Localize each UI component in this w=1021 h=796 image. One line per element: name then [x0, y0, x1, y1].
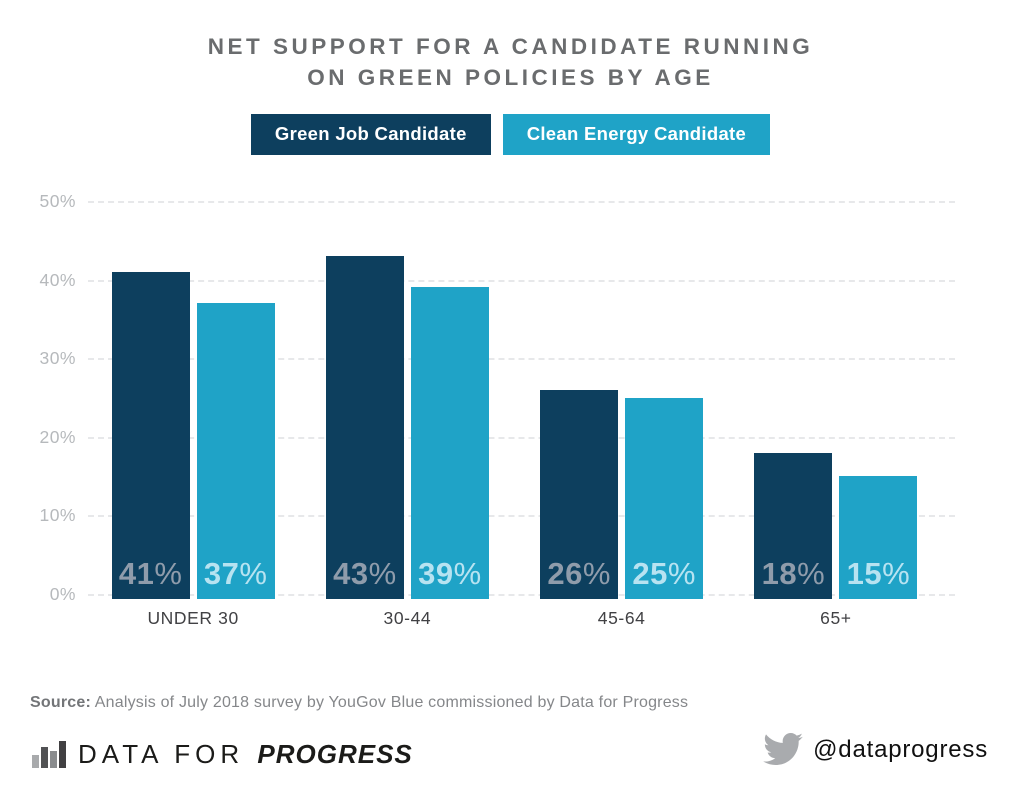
gridline-10 [88, 515, 955, 518]
twitter-bird-icon [763, 733, 803, 766]
bar-green-job-candidate: 43% [325, 256, 404, 599]
bar-clean-energy-candidate: 39% [410, 287, 489, 599]
gridline-30 [88, 358, 955, 361]
x-axis-category-label: UNDER 30 [147, 608, 239, 628]
x-axis-category-label: 45-64 [597, 608, 646, 628]
source-text: Analysis of July 2018 survey by YouGov B… [94, 694, 689, 711]
bar-group-30-44: 43% 39% [300, 256, 514, 599]
source-label: Source: [30, 694, 91, 711]
y-axis-tick-50: 50% [39, 191, 76, 211]
twitter-handle: @dataprogress [813, 735, 988, 763]
bar-clean-energy-candidate: 25% [625, 397, 704, 599]
logo-text-light: DATA FOR [78, 738, 245, 769]
y-axis-tick-20: 20% [39, 426, 76, 447]
logo-text-bold: PROGRESS [257, 738, 413, 769]
y-axis-tick-0: 0% [49, 584, 76, 604]
bar-chart-icon [32, 740, 66, 768]
bar-value-label: 39% [418, 556, 482, 591]
data-for-progress-logo: DATA FOR PROGRESS [32, 733, 413, 775]
chart-legend: Green Job Candidate Clean Energy Candidat… [0, 114, 1021, 155]
y-axis-tick-30: 30% [39, 348, 76, 369]
legend-item-clean-energy: Clean Energy Candidate [502, 114, 771, 155]
chart-title-line1: NET SUPPORT FOR A CANDIDATE RUNNING [207, 34, 814, 59]
bar-clean-energy-candidate: 15% [839, 476, 918, 599]
bar-value-label: 18% [761, 556, 826, 591]
chart-title: NET SUPPORT FOR A CANDIDATE RUNNING ON G… [0, 31, 1021, 93]
bar-clean-energy-candidate: 37% [196, 303, 275, 599]
source-note: Source: Analysis of July 2018 survey by … [30, 694, 688, 712]
y-axis-tick-10: 10% [39, 505, 76, 526]
bar-group-65-: 18% 15% [729, 452, 943, 599]
bar-value-label: 41% [118, 556, 183, 591]
gridline-20 [88, 436, 955, 439]
x-axis-category-label: 30-44 [383, 608, 432, 628]
gridline-40 [88, 279, 955, 282]
bar-group-45-64: 26% 25% [515, 389, 729, 599]
bar-green-job-candidate: 26% [540, 389, 619, 599]
bar-group-under-30: 41% 37% [86, 271, 300, 599]
bar-value-label: 15% [846, 556, 911, 591]
chart-title-line2: ON GREEN POLICIES BY AGE [307, 65, 714, 90]
gridline-0 [88, 594, 955, 596]
y-axis-tick-40: 40% [39, 269, 76, 290]
x-axis-category-label: 65+ [820, 608, 852, 628]
legend-item-green-job: Green Job Candidate [250, 114, 491, 155]
bar-green-job-candidate: 41% [111, 271, 190, 599]
logo-text: DATA FOR PROGRESS [78, 739, 413, 770]
bar-green-job-candidate: 18% [754, 452, 833, 599]
gridline-50 [88, 201, 955, 203]
bar-value-label: 37% [203, 556, 268, 591]
twitter-attribution: @dataprogress [763, 733, 988, 766]
bar-value-label: 43% [333, 556, 397, 591]
bar-value-label: 25% [632, 556, 696, 591]
bar-value-label: 26% [547, 556, 611, 591]
